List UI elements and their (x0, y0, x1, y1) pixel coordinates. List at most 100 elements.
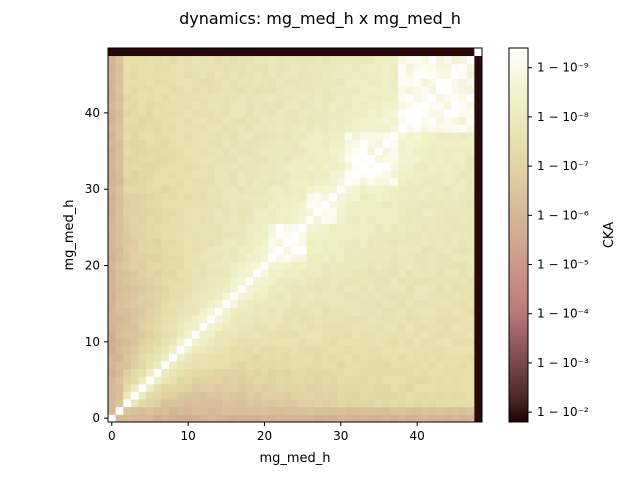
heatmap-cell (199, 299, 208, 308)
heatmap-cell (291, 63, 300, 72)
heatmap-cell (451, 292, 460, 301)
heatmap-cell (237, 193, 246, 202)
heatmap-cell (130, 55, 139, 64)
heatmap-cell (291, 414, 300, 423)
heatmap-cell (253, 269, 262, 278)
heatmap-cell (214, 70, 223, 79)
heatmap-cell (382, 261, 391, 270)
heatmap-cell (275, 391, 284, 400)
heatmap-cell (214, 330, 223, 339)
heatmap-cell (466, 208, 475, 217)
heatmap-cell (306, 70, 315, 79)
heatmap-cell (359, 360, 368, 369)
heatmap-cell (474, 284, 483, 293)
heatmap-cell (413, 215, 422, 224)
heatmap-cell (161, 322, 170, 331)
heatmap-cell (230, 399, 239, 408)
heatmap-cell (161, 63, 170, 72)
heatmap-cell (123, 383, 132, 392)
heatmap-cell (367, 284, 376, 293)
heatmap-cell (230, 124, 239, 133)
heatmap-cell (405, 261, 414, 270)
heatmap-cell (466, 177, 475, 186)
heatmap-cell (390, 55, 399, 64)
heatmap-cell (405, 254, 414, 263)
heatmap-cell (413, 307, 422, 316)
heatmap-cell (352, 406, 361, 415)
heatmap-cell (390, 208, 399, 217)
heatmap-cell (459, 139, 468, 148)
heatmap-cell (306, 269, 315, 278)
heatmap-cell (405, 269, 414, 278)
heatmap-cell (230, 315, 239, 324)
heatmap-cell (237, 345, 246, 354)
heatmap-cell (207, 154, 216, 163)
heatmap-cell (420, 406, 429, 415)
heatmap-cell (176, 154, 185, 163)
heatmap-cell (123, 63, 132, 72)
heatmap-cell (283, 338, 292, 347)
heatmap-cell (146, 93, 155, 102)
heatmap-cell (344, 399, 353, 408)
heatmap-cell (451, 177, 460, 186)
heatmap-cell (321, 238, 330, 247)
heatmap-cell (153, 139, 162, 148)
heatmap-cell (214, 177, 223, 186)
heatmap-cell (413, 55, 422, 64)
heatmap-cell (115, 345, 124, 354)
heatmap-cell (237, 185, 246, 194)
heatmap-cell (115, 109, 124, 118)
heatmap-cell (321, 261, 330, 270)
heatmap-cell (298, 154, 307, 163)
heatmap-cell (161, 170, 170, 179)
heatmap-cell (161, 193, 170, 202)
heatmap-cell (176, 292, 185, 301)
heatmap-cell (230, 238, 239, 247)
heatmap-cell (466, 193, 475, 202)
heatmap-cell (359, 101, 368, 110)
heatmap-cell (237, 322, 246, 331)
heatmap-cell (199, 63, 208, 72)
heatmap-cell (237, 292, 246, 301)
heatmap-cell (321, 223, 330, 232)
heatmap-cell (123, 391, 132, 400)
heatmap-cell (268, 269, 277, 278)
heatmap-cell (291, 391, 300, 400)
heatmap-cell (291, 315, 300, 324)
heatmap-cell (321, 246, 330, 255)
heatmap-cell (207, 360, 216, 369)
heatmap-cell (184, 276, 193, 286)
heatmap-cell (375, 246, 384, 255)
heatmap-cell (275, 292, 284, 301)
heatmap-cell (451, 238, 460, 247)
heatmap-cell (436, 86, 445, 95)
heatmap-cell (214, 131, 223, 140)
heatmap-cell (413, 109, 422, 118)
heatmap-cell (146, 162, 155, 171)
heatmap-cell (191, 231, 200, 240)
heatmap-cell (222, 330, 231, 339)
heatmap-cell (176, 185, 185, 194)
heatmap-cell (451, 360, 460, 369)
heatmap-cell (420, 238, 429, 247)
heatmap-cell (405, 101, 414, 110)
heatmap-cell (214, 116, 223, 125)
heatmap-cell (283, 101, 292, 110)
heatmap-cell (398, 162, 407, 171)
heatmap-cell (344, 345, 353, 354)
heatmap-cell (115, 322, 124, 331)
heatmap-cell (291, 246, 300, 255)
heatmap-cell (245, 170, 254, 179)
heatmap-cell (382, 93, 391, 102)
heatmap-cell (428, 368, 437, 377)
heatmap-cell (359, 215, 368, 224)
heatmap-cell (428, 246, 437, 255)
heatmap-cell (428, 414, 437, 423)
heatmap-cell (420, 353, 429, 362)
heatmap-cell (146, 124, 155, 133)
heatmap-cell (298, 116, 307, 125)
heatmap-cell (184, 154, 193, 163)
heatmap-cell (253, 276, 262, 286)
heatmap-cell (459, 109, 468, 118)
heatmap-cell (169, 360, 178, 369)
